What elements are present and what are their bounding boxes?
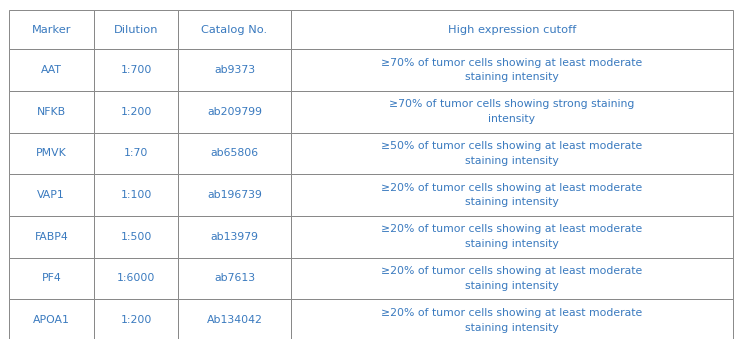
Bar <box>93 174 178 216</box>
Bar <box>178 133 291 174</box>
Text: High expression cutoff: High expression cutoff <box>447 25 576 35</box>
Text: ≥20% of tumor cells showing at least moderate
staining intensity: ≥20% of tumor cells showing at least mod… <box>381 224 643 249</box>
Text: 1:700: 1:700 <box>120 65 151 75</box>
Bar <box>9 49 93 91</box>
Bar <box>9 258 93 299</box>
Bar <box>9 133 93 174</box>
Text: ab65806: ab65806 <box>211 148 258 158</box>
Text: NFKB: NFKB <box>36 107 66 117</box>
Text: ab196739: ab196739 <box>207 190 262 200</box>
Bar <box>9 216 93 258</box>
Text: ab9373: ab9373 <box>214 65 255 75</box>
Text: 1:70: 1:70 <box>124 148 148 158</box>
Text: 1:500: 1:500 <box>120 232 151 242</box>
Bar <box>9 299 93 339</box>
Text: PF4: PF4 <box>42 274 61 283</box>
Bar <box>9 10 93 49</box>
Text: Ab134042: Ab134042 <box>206 315 263 325</box>
Text: VAP1: VAP1 <box>37 190 65 200</box>
Text: 1:6000: 1:6000 <box>116 274 155 283</box>
Text: Marker: Marker <box>31 25 71 35</box>
Bar <box>178 174 291 216</box>
Bar <box>93 133 178 174</box>
Bar <box>291 49 733 91</box>
Bar <box>93 91 178 133</box>
Bar <box>9 91 93 133</box>
Text: ≥70% of tumor cells showing strong staining
intensity: ≥70% of tumor cells showing strong stain… <box>389 99 634 124</box>
Text: ab209799: ab209799 <box>207 107 262 117</box>
Bar <box>178 258 291 299</box>
Bar <box>291 174 733 216</box>
Text: ab7613: ab7613 <box>214 274 255 283</box>
Text: 1:200: 1:200 <box>120 315 151 325</box>
Text: Catalog No.: Catalog No. <box>201 25 268 35</box>
Bar <box>9 174 93 216</box>
Bar <box>291 258 733 299</box>
Text: APOA1: APOA1 <box>33 315 70 325</box>
Bar <box>93 258 178 299</box>
Text: ≥70% of tumor cells showing at least moderate
staining intensity: ≥70% of tumor cells showing at least mod… <box>381 58 643 82</box>
Bar <box>178 299 291 339</box>
Bar <box>178 91 291 133</box>
Bar <box>178 216 291 258</box>
Bar <box>93 49 178 91</box>
Bar <box>291 133 733 174</box>
Text: PMVK: PMVK <box>36 148 67 158</box>
Text: 1:200: 1:200 <box>120 107 151 117</box>
Bar <box>93 299 178 339</box>
Text: ≥50% of tumor cells showing at least moderate
staining intensity: ≥50% of tumor cells showing at least mod… <box>381 141 643 166</box>
Bar <box>291 91 733 133</box>
Bar <box>291 299 733 339</box>
Bar <box>178 49 291 91</box>
Text: Dilution: Dilution <box>114 25 158 35</box>
Text: AAT: AAT <box>41 65 62 75</box>
Text: ≥20% of tumor cells showing at least moderate
staining intensity: ≥20% of tumor cells showing at least mod… <box>381 183 643 207</box>
Bar <box>93 10 178 49</box>
Bar <box>93 216 178 258</box>
Text: FABP4: FABP4 <box>34 232 68 242</box>
Text: ≥20% of tumor cells showing at least moderate
staining intensity: ≥20% of tumor cells showing at least mod… <box>381 308 643 333</box>
Text: ≥20% of tumor cells showing at least moderate
staining intensity: ≥20% of tumor cells showing at least mod… <box>381 266 643 291</box>
Text: ab13979: ab13979 <box>211 232 258 242</box>
Bar <box>291 10 733 49</box>
Text: 1:100: 1:100 <box>120 190 151 200</box>
Bar <box>178 10 291 49</box>
Bar <box>291 216 733 258</box>
